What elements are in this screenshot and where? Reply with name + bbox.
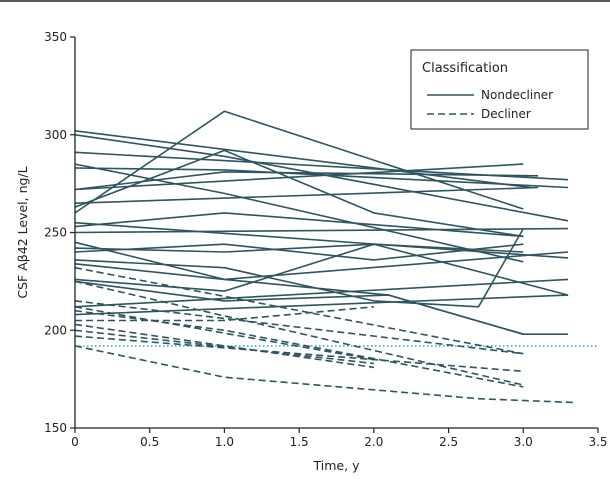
series-line-1-nondecliner xyxy=(74,130,531,189)
axes-layer: 0 0.5 1.0 1.5 2.0 2.5 3.0 3.5 150 200 250 300 350 xyxy=(44,30,607,449)
y-tick-label: 300 xyxy=(44,128,67,142)
series-line-23-decliner xyxy=(74,266,524,355)
series-line-32-decliner xyxy=(74,345,576,404)
legend-label-nondecliner: Nondecliner xyxy=(481,88,553,102)
series-line-7-nondecliner xyxy=(74,163,524,191)
series-line-9-nondecliner xyxy=(74,149,524,238)
x-tick-label: 3.0 xyxy=(514,435,533,449)
series-line-17-nondecliner xyxy=(74,228,524,308)
y-tick-label: 200 xyxy=(44,323,67,337)
series-line-6-nondecliner xyxy=(74,171,539,191)
series-line-29-decliner xyxy=(74,323,375,369)
series-line-26-decliner xyxy=(74,306,375,361)
series-line-22-nondecliner xyxy=(74,280,569,336)
y-tick-label: 150 xyxy=(44,421,67,435)
legend: Classification Nondecliner Decliner xyxy=(410,49,589,130)
series-line-31-decliner xyxy=(74,335,524,373)
series-line-8-nondecliner xyxy=(74,186,539,204)
y-tick-label: 350 xyxy=(44,30,67,44)
series-line-20-nondecliner xyxy=(74,278,569,308)
x-axis-title: Time, y xyxy=(313,458,361,473)
series-line-30-decliner xyxy=(74,329,374,365)
x-tick-label: 2.5 xyxy=(439,435,458,449)
x-tick-label: 2.0 xyxy=(364,435,383,449)
series-layer xyxy=(74,110,576,404)
x-tick-label: 3.5 xyxy=(588,435,607,449)
x-tick-label: 1.0 xyxy=(215,435,234,449)
series-line-19-nondecliner xyxy=(74,243,569,296)
series-line-10-nondecliner xyxy=(74,110,524,214)
y-axis-title: CSF Aβ42 Level, ng/L xyxy=(15,166,30,298)
series-line-24-decliner xyxy=(74,280,524,386)
series-line-13-nondecliner xyxy=(74,227,569,234)
series-line-16-nondecliner xyxy=(74,243,524,261)
y-tick-label: 250 xyxy=(44,226,67,240)
x-tick-label: 0.5 xyxy=(140,435,159,449)
series-line-12-nondecliner xyxy=(74,212,524,238)
x-tick-label: 0 xyxy=(71,435,79,449)
legend-title: Classification xyxy=(422,61,508,76)
series-line-28-decliner xyxy=(75,306,374,322)
legend-box xyxy=(410,49,589,130)
series-line-15-nondecliner xyxy=(74,243,524,253)
series-line-11-nondecliner xyxy=(74,221,569,259)
series-line-27-decliner xyxy=(74,309,524,388)
legend-label-decliner: Decliner xyxy=(481,107,531,121)
x-tick-label: 1.5 xyxy=(290,435,309,449)
series-line-4-nondecliner xyxy=(74,163,524,263)
series-line-2-nondecliner xyxy=(74,134,569,222)
series-line-5-nondecliner xyxy=(74,167,569,189)
series-line-25-decliner xyxy=(74,300,524,355)
